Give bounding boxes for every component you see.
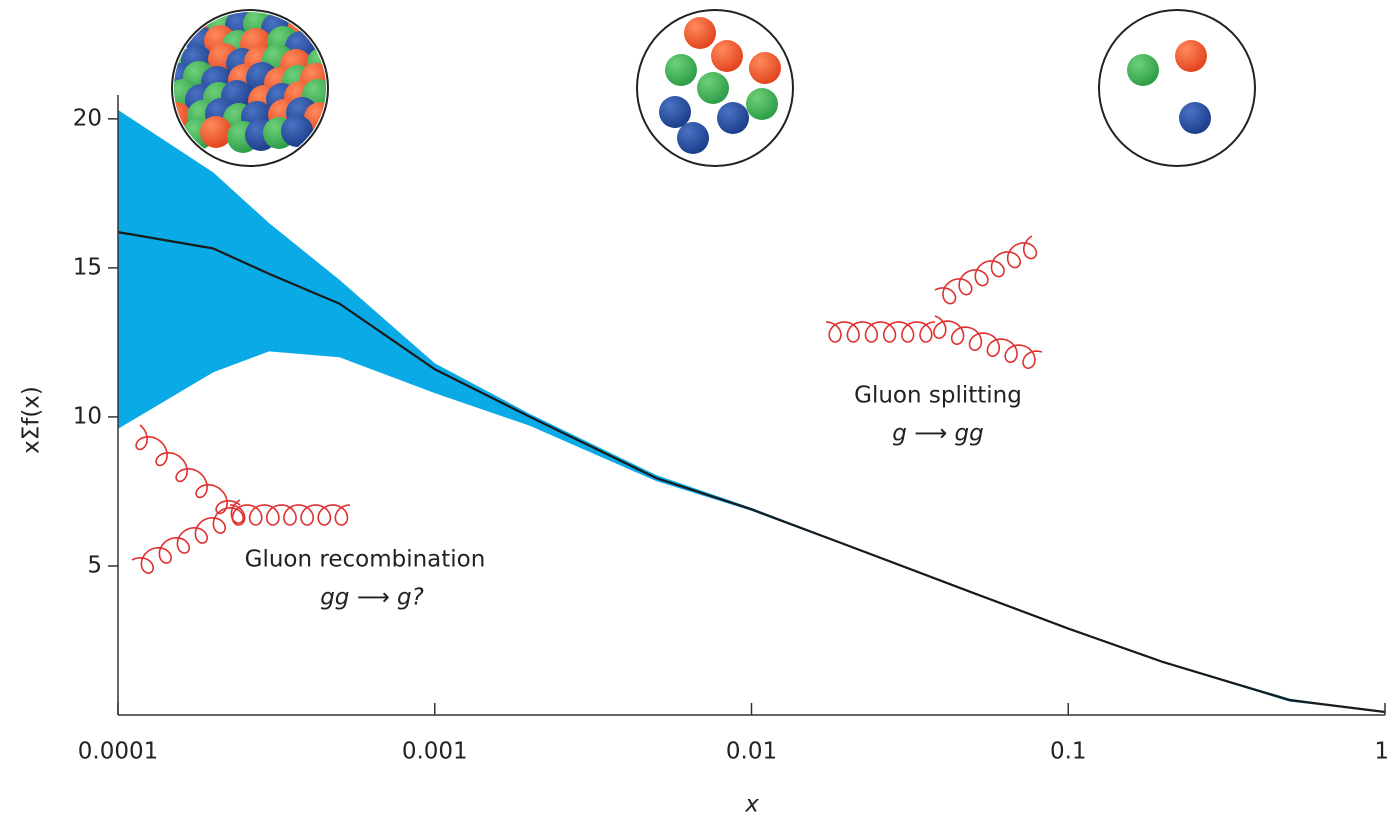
x-tick-label: 0.1 xyxy=(1050,739,1087,765)
y-tick-label: 5 xyxy=(87,552,102,578)
ball xyxy=(746,88,778,120)
ball xyxy=(697,72,729,104)
ball xyxy=(749,52,781,84)
y-axis-label: xΣf(x) xyxy=(19,386,45,454)
gluon xyxy=(825,321,936,343)
ball xyxy=(1127,54,1159,86)
annotation: Gluon splitting xyxy=(854,383,1022,409)
gluon xyxy=(933,315,1043,369)
y-tick-label: 20 xyxy=(73,105,102,131)
gluon xyxy=(131,499,245,574)
ball xyxy=(659,96,691,128)
gluon xyxy=(135,424,241,515)
x-tick-label: 0.0001 xyxy=(78,739,158,765)
container xyxy=(171,9,329,167)
uncertainty-band xyxy=(118,109,1385,713)
ball xyxy=(1175,40,1207,72)
container xyxy=(1098,9,1256,167)
ball xyxy=(665,54,697,86)
x-tick-label: 1 xyxy=(1374,739,1389,765)
gluon xyxy=(229,504,351,526)
ball xyxy=(684,17,716,49)
ball xyxy=(677,122,709,154)
annotation: Gluon recombination xyxy=(245,547,486,573)
ball-group xyxy=(659,17,781,154)
x-tick-label: 0.001 xyxy=(402,739,468,765)
annotation: gg ⟶ g? xyxy=(320,585,424,611)
y-tick-label: 15 xyxy=(73,254,102,280)
ball-group xyxy=(174,12,326,153)
x-axis-label: x xyxy=(744,792,759,818)
illustrations xyxy=(131,9,1256,574)
ball xyxy=(1179,102,1211,134)
line xyxy=(117,231,1386,714)
ball xyxy=(200,116,232,148)
x-tick-label: 0.01 xyxy=(726,739,777,765)
annotation: g ⟶ gg xyxy=(892,421,983,447)
y-tick-label: 10 xyxy=(73,403,102,429)
ball-group xyxy=(1127,40,1211,134)
ball xyxy=(717,102,749,134)
container xyxy=(636,9,794,167)
gluon xyxy=(934,235,1038,305)
ball xyxy=(711,40,743,72)
ball xyxy=(281,115,313,147)
